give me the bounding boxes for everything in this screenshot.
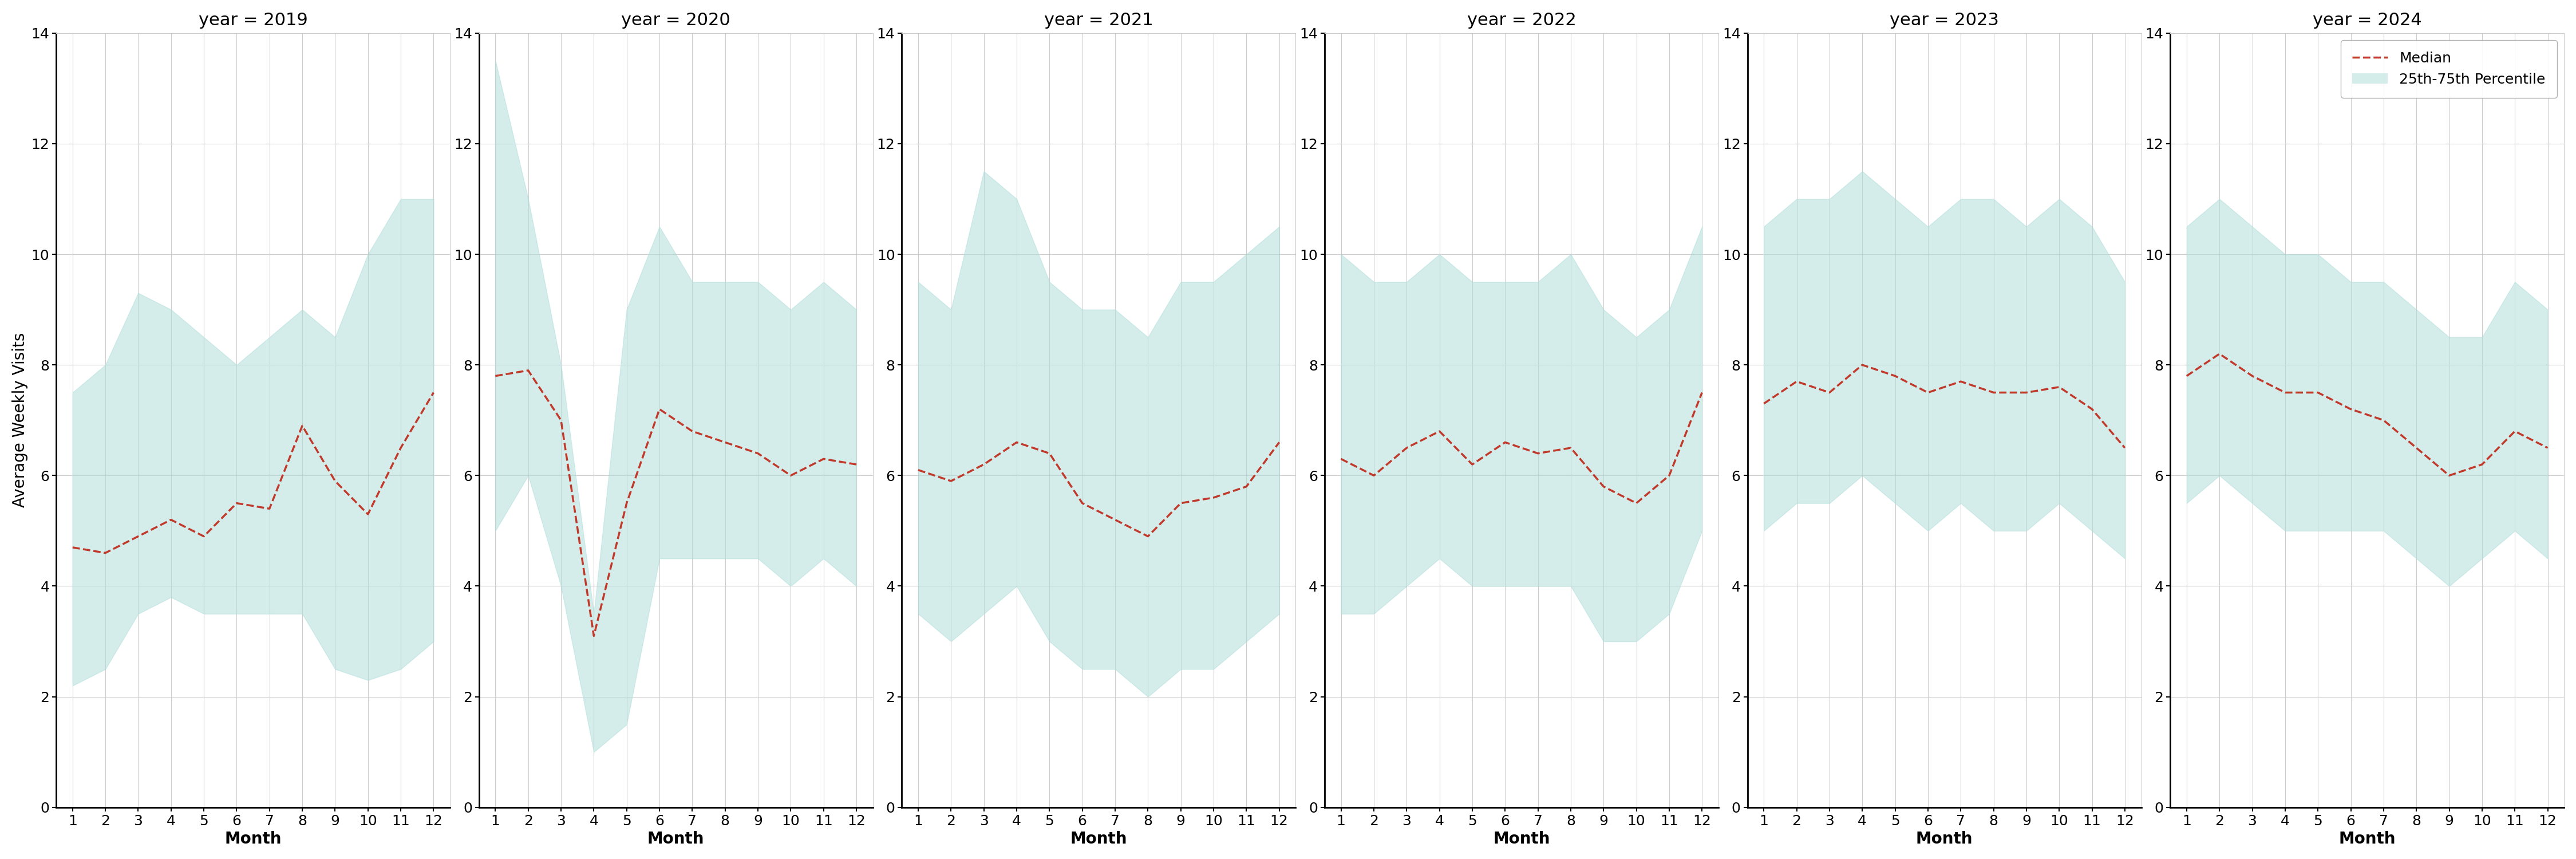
Median [188,531,219,541]
Median [2172,371,2202,381]
Title: year = 2023: year = 2023 [1891,12,1999,28]
Median [1033,448,1064,459]
Median [677,426,708,436]
Median [1522,448,1553,459]
Median [155,515,185,525]
Median [2269,387,2300,398]
Median [1164,498,1195,509]
Median [479,371,510,381]
Title: year = 2021: year = 2021 [1043,12,1154,28]
Median [1489,437,1520,448]
Median [2236,371,2267,381]
Median [2434,471,2465,481]
Median [1978,387,2009,398]
Line: Median: Median [917,442,1280,536]
Line: Median: Median [72,393,433,553]
Median [2012,387,2043,398]
Median [1458,460,1489,470]
Median [708,437,739,448]
Median [57,542,88,552]
Median [840,460,871,470]
Median [1231,481,1262,491]
Median [124,531,155,541]
Median [1425,426,1455,436]
Median [1814,387,1844,398]
Median [2076,404,2107,414]
Median [1945,376,1976,387]
Median [2336,404,2367,414]
Median [1391,442,1422,453]
Median [644,404,675,414]
Median [222,498,252,509]
Median [809,454,840,464]
X-axis label: Month: Month [2339,831,2396,847]
Title: year = 2019: year = 2019 [198,12,307,28]
Median [2401,442,2432,453]
Title: year = 2020: year = 2020 [621,12,732,28]
Title: year = 2024: year = 2024 [2313,12,2421,28]
Median [902,465,933,475]
Median [319,476,350,486]
Median [1358,471,1388,481]
Median [1847,360,1878,370]
Median [742,448,773,459]
Median [1198,492,1229,503]
Line: Median: Median [495,370,855,636]
Y-axis label: Average Weekly Visits: Average Weekly Visits [13,332,28,508]
Median [513,365,544,375]
X-axis label: Month: Month [1069,831,1128,847]
Median [1749,399,1780,409]
Title: year = 2022: year = 2022 [1466,12,1577,28]
Median [2532,442,2563,453]
Median [386,442,417,453]
Line: Median: Median [1765,365,2125,448]
Median [90,548,121,558]
Median [1620,498,1651,509]
Median [2110,442,2141,453]
Median [353,509,384,520]
Line: Median: Median [1342,393,1703,503]
Median [1880,371,1911,381]
Median [969,460,999,470]
Median [1327,454,1358,464]
Median [2468,460,2499,470]
Median [935,476,966,486]
Median [2499,426,2530,436]
Median [611,498,641,509]
Median [2205,349,2236,359]
Median [775,471,806,481]
X-axis label: Month: Month [647,831,703,847]
Median [1100,515,1131,525]
Median [1133,531,1164,541]
Median [546,415,577,425]
Median [1589,481,1620,491]
Median [1654,471,1685,481]
Median [1066,498,1097,509]
Median [1556,442,1587,453]
Median [1002,437,1033,448]
Median [1911,387,1942,398]
X-axis label: Month: Month [224,831,281,847]
Median [286,421,317,431]
Legend: Median, 25th-75th Percentile: Median, 25th-75th Percentile [2342,40,2558,98]
Line: Median: Median [2187,354,2548,476]
X-axis label: Month: Month [1494,831,1551,847]
Median [1265,437,1296,448]
Median [2043,382,2074,393]
Median [1780,376,1811,387]
Median [1687,387,1718,398]
Median [2303,387,2334,398]
X-axis label: Month: Month [1917,831,1973,847]
Median [580,631,611,641]
Median [255,503,286,514]
Median [417,387,448,398]
Median [2367,415,2398,425]
